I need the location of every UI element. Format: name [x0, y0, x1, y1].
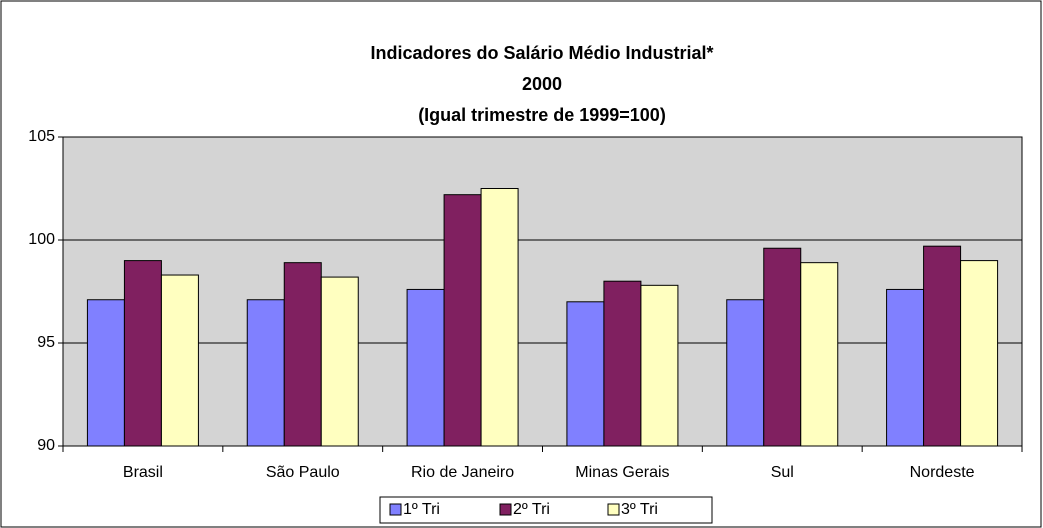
x-tick-label: Sul [771, 464, 794, 481]
y-tick-label: 100 [28, 231, 55, 248]
x-tick-label: Nordeste [910, 464, 975, 481]
plot-area [62, 136, 1023, 447]
legend [379, 496, 713, 524]
bar [923, 245, 962, 447]
legend-label: 1º Tri [403, 501, 440, 518]
x-tick-label: São Paulo [266, 464, 340, 481]
bar [886, 288, 925, 447]
y-tick-label: 95 [37, 334, 55, 351]
bar [86, 299, 125, 447]
legend-swatch [389, 503, 402, 516]
bar [726, 299, 765, 447]
legend-swatch [499, 503, 512, 516]
bar [443, 194, 482, 447]
legend-swatch [607, 503, 620, 516]
chart-title: (Igual trimestre de 1999=100) [418, 105, 666, 125]
bar [566, 301, 605, 447]
x-tick-label: Minas Gerais [575, 464, 669, 481]
bar [160, 274, 199, 447]
bar [763, 247, 802, 447]
chart-title: Indicadores do Salário Médio Industrial* [370, 43, 713, 63]
y-tick-label: 105 [28, 128, 55, 145]
bar [123, 260, 162, 447]
bar [640, 284, 679, 447]
bar [960, 260, 999, 447]
x-tick-label: Brasil [123, 464, 163, 481]
bar [406, 288, 445, 447]
bar [603, 280, 642, 447]
x-tick-label: Rio de Janeiro [411, 464, 514, 481]
legend-label: 2º Tri [513, 501, 550, 518]
y-tick-label: 90 [37, 437, 55, 454]
legend-label: 3º Tri [621, 501, 658, 518]
bar [283, 262, 322, 447]
bar [800, 262, 839, 447]
chart-title: 2000 [522, 74, 562, 94]
bar [320, 276, 359, 447]
bar [480, 188, 519, 447]
bar [246, 299, 285, 447]
